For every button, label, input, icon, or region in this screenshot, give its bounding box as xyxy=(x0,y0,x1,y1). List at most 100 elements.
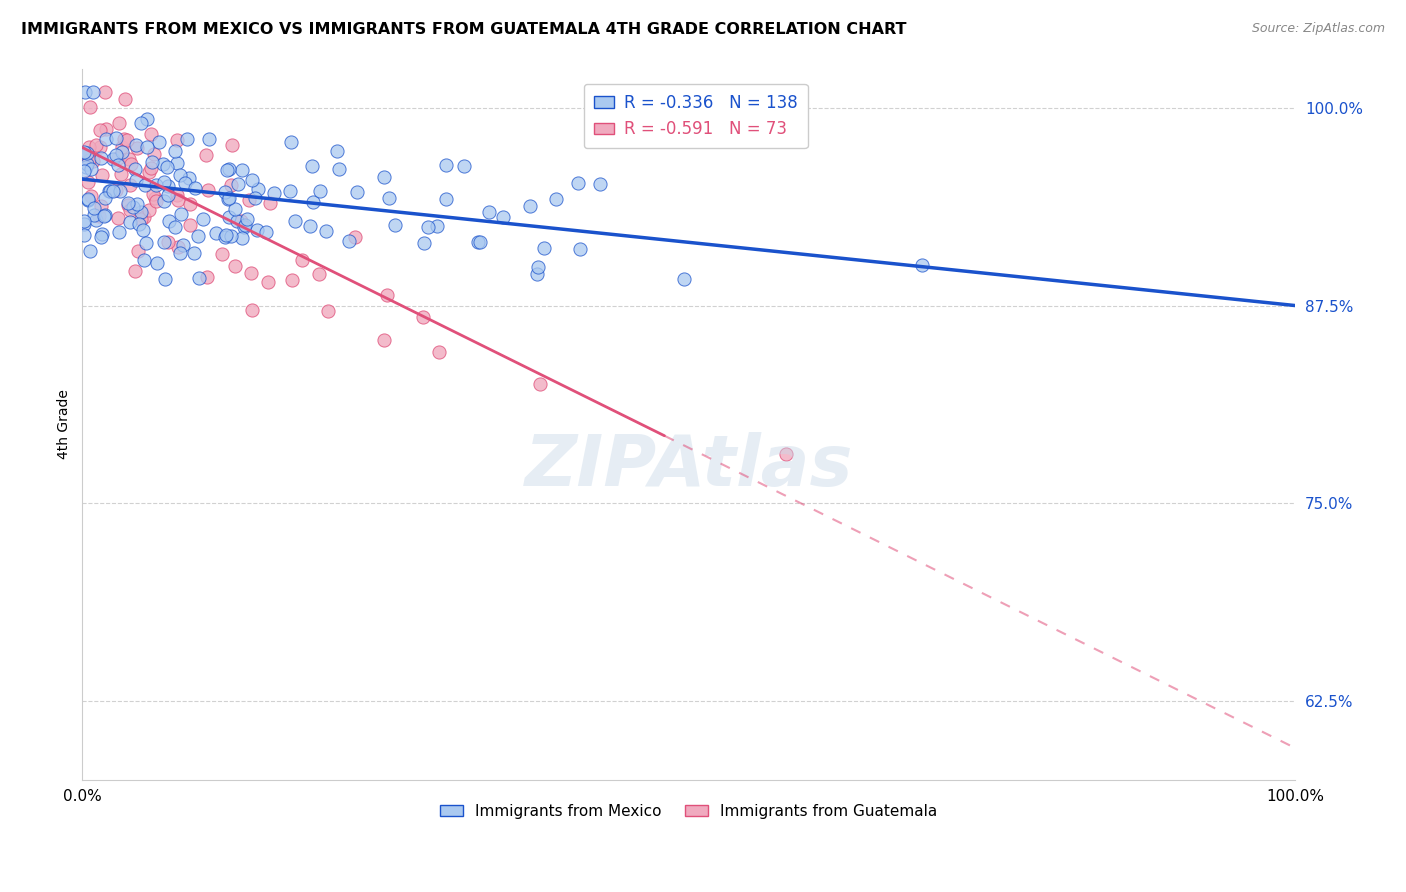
Point xyxy=(118,152,141,166)
Point xyxy=(90,199,112,213)
Point xyxy=(142,186,165,201)
Legend: Immigrants from Mexico, Immigrants from Guatemala: Immigrants from Mexico, Immigrants from … xyxy=(434,798,943,825)
Point xyxy=(79,100,101,114)
Point xyxy=(453,159,475,173)
Point xyxy=(170,207,193,221)
Point xyxy=(219,229,242,244)
Text: Source: ZipAtlas.com: Source: ZipAtlas.com xyxy=(1251,22,1385,36)
Point xyxy=(82,153,104,168)
Point xyxy=(172,238,194,252)
Point xyxy=(198,132,221,146)
Point xyxy=(259,195,281,210)
Point xyxy=(156,187,179,202)
Point xyxy=(107,151,129,165)
Point xyxy=(179,171,201,186)
Point xyxy=(73,164,96,178)
Point xyxy=(90,152,112,166)
Point xyxy=(146,256,169,270)
Point xyxy=(527,260,550,274)
Point xyxy=(152,235,174,249)
Point xyxy=(107,158,129,172)
Point xyxy=(478,204,501,219)
Point xyxy=(111,145,134,160)
Point xyxy=(384,218,406,232)
Point xyxy=(76,157,98,171)
Point xyxy=(263,186,285,200)
Point xyxy=(117,198,139,212)
Point xyxy=(238,193,260,207)
Point xyxy=(412,235,434,250)
Point xyxy=(153,194,176,209)
Point xyxy=(73,85,96,99)
Point xyxy=(236,212,259,227)
Point xyxy=(93,85,115,99)
Point xyxy=(120,157,142,171)
Point xyxy=(72,227,94,242)
Point xyxy=(98,184,121,198)
Point xyxy=(129,204,152,219)
Point xyxy=(176,132,198,146)
Point xyxy=(72,145,94,159)
Point xyxy=(205,226,228,240)
Point xyxy=(233,219,256,234)
Point xyxy=(240,266,263,280)
Point xyxy=(378,191,401,205)
Point xyxy=(152,157,174,171)
Point xyxy=(240,173,263,187)
Point xyxy=(301,194,323,209)
Point xyxy=(911,258,934,272)
Point xyxy=(145,178,167,192)
Point xyxy=(105,148,128,162)
Point xyxy=(243,191,266,205)
Point xyxy=(124,264,146,278)
Point xyxy=(219,178,242,193)
Point xyxy=(120,215,142,229)
Point xyxy=(281,273,304,287)
Point xyxy=(231,230,253,244)
Point xyxy=(373,169,395,184)
Point xyxy=(117,195,139,210)
Point xyxy=(215,227,238,242)
Point xyxy=(72,214,94,228)
Point xyxy=(214,230,236,244)
Point xyxy=(179,219,201,233)
Point xyxy=(214,186,236,200)
Point xyxy=(157,213,180,227)
Point xyxy=(166,156,188,170)
Point xyxy=(139,161,162,175)
Point xyxy=(375,288,398,302)
Point xyxy=(125,197,148,211)
Point xyxy=(75,161,97,175)
Point xyxy=(84,138,107,153)
Point xyxy=(89,140,111,154)
Point xyxy=(492,211,515,225)
Point xyxy=(316,303,339,318)
Point xyxy=(127,141,149,155)
Point xyxy=(256,276,278,290)
Point xyxy=(346,185,368,199)
Point xyxy=(120,178,142,192)
Point xyxy=(120,203,142,218)
Point xyxy=(152,175,174,189)
Point xyxy=(544,192,567,206)
Point xyxy=(309,184,332,198)
Point xyxy=(77,175,100,189)
Point xyxy=(110,167,132,181)
Point xyxy=(191,211,214,226)
Point xyxy=(325,144,347,158)
Point xyxy=(108,116,131,130)
Point xyxy=(112,131,135,145)
Point xyxy=(217,192,239,206)
Point xyxy=(467,235,489,249)
Point xyxy=(231,163,253,178)
Point xyxy=(246,182,269,196)
Point xyxy=(215,163,238,178)
Point xyxy=(240,303,263,318)
Point xyxy=(89,123,111,137)
Point xyxy=(76,146,98,161)
Point xyxy=(108,184,131,198)
Point xyxy=(529,376,551,391)
Point xyxy=(427,345,450,359)
Point xyxy=(167,194,190,208)
Point xyxy=(131,212,153,227)
